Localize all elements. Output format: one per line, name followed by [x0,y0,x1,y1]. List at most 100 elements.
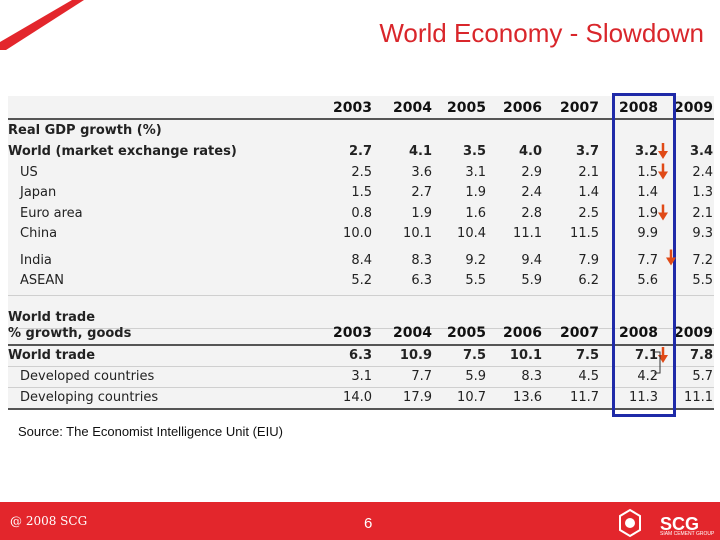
table-cell: 14.0 [343,390,372,405]
table-cell: 11.7 [570,390,599,405]
table-cell: 10.1 [403,226,432,241]
table-row: Developed countries 3.1 7.7 5.9 8.3 4.5 4.2 5.7 [8,366,714,387]
down-arrow-icon [658,204,668,221]
year-header: 2007 [560,100,599,116]
table-cell: 11.5 [570,226,599,241]
table-cell: 5.2 [351,273,372,288]
year-header: 2008 [619,325,658,341]
table-cell: 5.9 [521,273,542,288]
footer-bar [0,502,720,540]
table-cell: 7.9 [578,252,599,268]
table-cell: 7.8 [689,348,713,363]
table-cell: 0.8 [351,205,372,221]
table-cell: 6.3 [411,273,432,288]
year-header: 2005 [447,325,486,341]
table-cell: 4.2 [637,369,658,384]
source-note: Source: The Economist Intelligence Unit … [18,424,283,439]
table-cell: 1.3 [692,185,713,200]
table-cell: 4.1 [408,144,432,159]
down-arrow-icon [658,163,668,180]
table-cell: 1.6 [465,205,486,221]
page-number: 6 [364,515,373,532]
table-cell: 1.5 [351,185,372,200]
copyright: @ 2008 SCG [10,514,88,528]
year-header-row: 2003 2004 2005 2006 2007 2008 2009 [8,98,714,119]
table-cell: 3.1 [465,164,486,180]
table-row: China 10.0 10.1 10.4 11.1 11.5 9.9 9.3 [8,223,714,244]
table-cell: 4.0 [518,144,542,159]
row-label: Japan [20,185,57,200]
row-label: China [20,226,58,241]
row-label: World (market exchange rates) [8,144,237,159]
slide-title: World Economy - Slowdown [379,18,704,48]
divider [8,408,714,410]
year-header: 2008 [619,100,658,116]
table-cell: 3.2 [634,144,658,159]
table-row: World trade 6.3 10.9 7.5 10.1 7.5 7.1 7.8 [8,345,714,366]
year-header: 2009 [674,100,713,116]
table-cell: 5.6 [637,273,658,288]
logo-text: SCG [660,514,700,534]
section-title: Real GDP growth (%) [8,123,162,138]
table-cell: 2.1 [692,205,713,221]
table-cell: 3.7 [575,144,599,159]
table-cell: 7.5 [575,348,599,363]
row-label: Developed countries [20,369,155,384]
divider [8,294,714,296]
table-cell: 4.5 [578,369,599,384]
section-title: % growth, goods [8,326,132,341]
table-cell: 2.7 [348,144,372,159]
row-label: Euro area [20,205,83,221]
year-header-row: 2003 2004 2005 2006 2007 2008 2009 [8,323,714,344]
table-cell: 2.8 [521,205,542,221]
row-label: India [20,252,52,268]
table-cell: 10.1 [509,348,542,363]
table-cell: 10.7 [457,390,486,405]
divider [8,118,714,120]
table-cell: 11.3 [629,390,658,405]
section-title-row: World trade [8,307,714,328]
table-cell: 7.1 [634,348,658,363]
down-arrow-icon [658,143,668,159]
table-cell: 1.9 [465,185,486,200]
table-cell: 5.5 [465,273,486,288]
table-row: Japan 1.5 2.7 1.9 2.4 1.4 1.4 1.3 [8,182,714,203]
table-cell: 7.7 [411,369,432,384]
table-cell: 3.4 [689,144,713,159]
table-cell: 2.5 [578,205,599,221]
table-cell: 13.6 [513,390,542,405]
table-cell: 1.5 [637,164,658,180]
table-cell: 2.9 [521,164,542,180]
table-cell: 5.7 [692,369,713,384]
table-cell: 2.5 [351,164,372,180]
table-cell: 8.3 [521,369,542,384]
table-cell: 2.4 [692,164,713,180]
table-cell: 17.9 [403,390,432,405]
table-cell: 11.1 [513,226,542,241]
section-title-row: Real GDP growth (%) [8,120,714,141]
table-cell: 11.1 [684,390,713,405]
table-cell: 2.4 [521,185,542,200]
year-header: 2003 [333,100,372,116]
decorative-slash [0,0,84,50]
year-header: 2003 [333,325,372,341]
table-cell: 6.2 [578,273,599,288]
table-cell: 3.1 [351,369,372,384]
table-row: ASEAN 5.2 6.3 5.5 5.9 6.2 5.6 5.5 [8,270,714,291]
table-cell: 3.6 [411,164,432,180]
table-cell: 10.4 [457,226,486,241]
table-cell: 9.9 [637,226,658,241]
table-cell: 10.0 [343,226,372,241]
table-cell: 1.9 [411,205,432,221]
table-cell: 2.7 [411,185,432,200]
table-cell: 9.4 [521,252,542,268]
table-row: World (market exchange rates) 2.7 4.1 3.5 4.… [8,141,714,162]
table-cell: 9.2 [465,252,486,268]
year-header: 2004 [393,325,432,341]
table-cell: 3.5 [462,144,486,159]
table-row: Developing countries 14.0 17.9 10.7 13.6 11.7… [8,387,714,408]
bracket-line [654,351,661,374]
highlight-2008-column [612,93,676,417]
row-label: ASEAN [20,273,64,288]
